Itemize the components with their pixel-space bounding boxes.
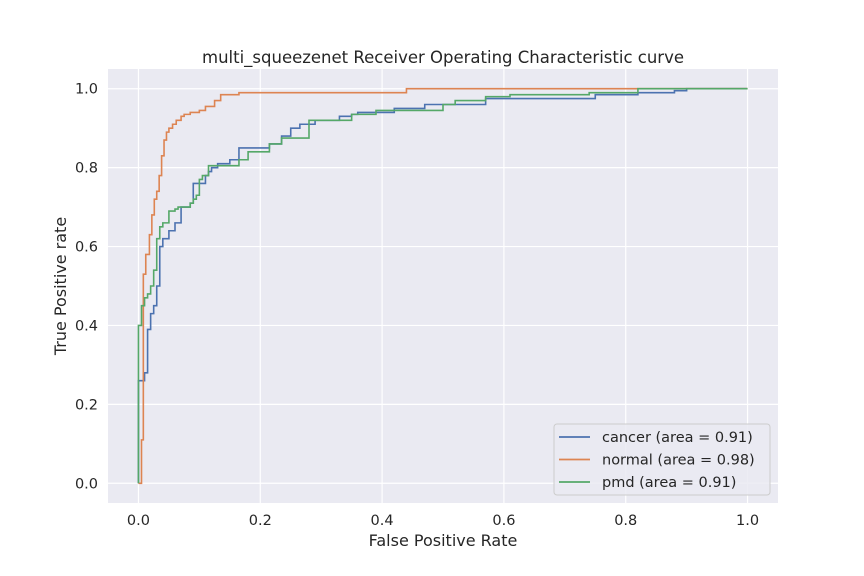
x-tick-label: 0.8 <box>614 513 637 529</box>
y-axis-label: True Positive rate <box>51 217 70 356</box>
x-tick-label: 0.6 <box>492 513 515 529</box>
roc-line-normal <box>138 87 748 485</box>
grid-lines <box>108 69 778 503</box>
legend-label: normal (area = 0.98) <box>602 453 755 469</box>
y-tick-label: 1.0 <box>75 82 98 98</box>
legend-label: pmd (area = 0.91) <box>602 475 736 491</box>
y-tick-label: 0.8 <box>75 161 98 177</box>
y-tick-label: 0.6 <box>75 240 98 256</box>
tick-labels: 0.0 0.2 0.4 0.6 0.8 1.0 0.0 0.2 0.4 0.6 0.8 1.0 <box>75 82 759 529</box>
x-tick-label: 0.4 <box>371 513 394 529</box>
series-layer <box>137 87 748 485</box>
legend: cancer (area = 0.91) normal (area = 0.98)… <box>553 423 771 496</box>
roc-line-cancer <box>137 87 748 484</box>
chart-title: multi_squeezenet Receiver Operating Char… <box>202 48 684 68</box>
legend-box <box>553 423 771 496</box>
y-tick-label: 0.4 <box>75 318 98 334</box>
roc-line-pmd <box>137 87 748 484</box>
y-tick-label: 0.2 <box>75 397 98 413</box>
x-tick-label: 0.0 <box>127 513 150 529</box>
x-axis-label: False Positive Rate <box>369 531 518 550</box>
legend-label: cancer (area = 0.91) <box>602 430 753 446</box>
x-tick-label: 0.2 <box>249 513 272 529</box>
x-tick-label: 1.0 <box>736 513 759 529</box>
y-tick-label: 0.0 <box>75 476 98 492</box>
